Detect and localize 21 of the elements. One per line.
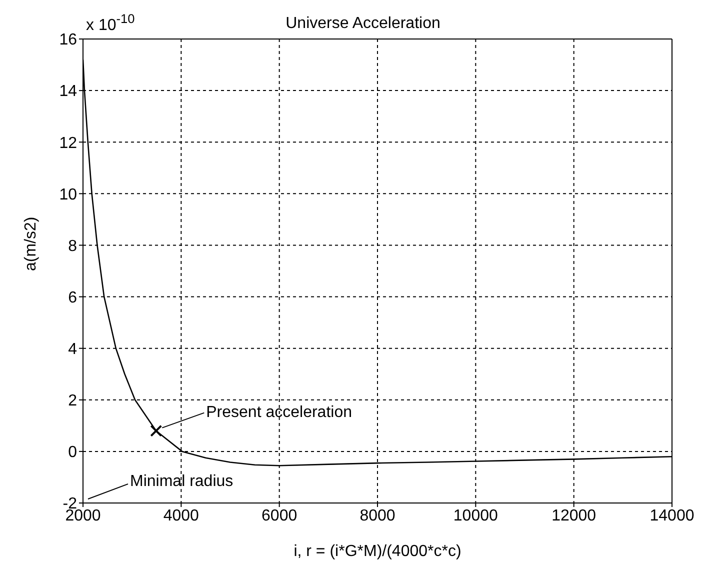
y-tick-label: 4: [68, 341, 78, 358]
x-tick-label: 12000: [552, 507, 596, 524]
x-tick-label: 14000: [650, 507, 694, 524]
y-tick-label: 12: [59, 134, 78, 152]
y-tick-label: 6: [68, 289, 78, 306]
annotation: Present acceleration: [206, 404, 352, 421]
chart-title: Universe Acceleration: [286, 15, 440, 32]
text: x 10$^{-10}$: [86, 10, 135, 34]
x-tick-label: 6000: [262, 507, 298, 524]
y-tick-label: 16: [59, 32, 78, 49]
y-tick-label: 14: [59, 83, 78, 100]
x-tick-label: 8000: [360, 507, 396, 524]
x-axis-title: i, r = (i*G*M)/(4000*c*c): [294, 543, 462, 560]
x-tick-label: 10000: [453, 507, 498, 524]
y-tick-label: 8: [68, 238, 78, 255]
y-tick-label: 2: [68, 392, 78, 410]
y-axis-title: a(m/s2): [22, 216, 40, 271]
y-tick-label: 0: [68, 444, 78, 462]
x-tick-label: 4000: [163, 507, 200, 524]
annotation: Minimal radius: [130, 473, 234, 490]
y-tick-label: 10: [59, 186, 78, 204]
